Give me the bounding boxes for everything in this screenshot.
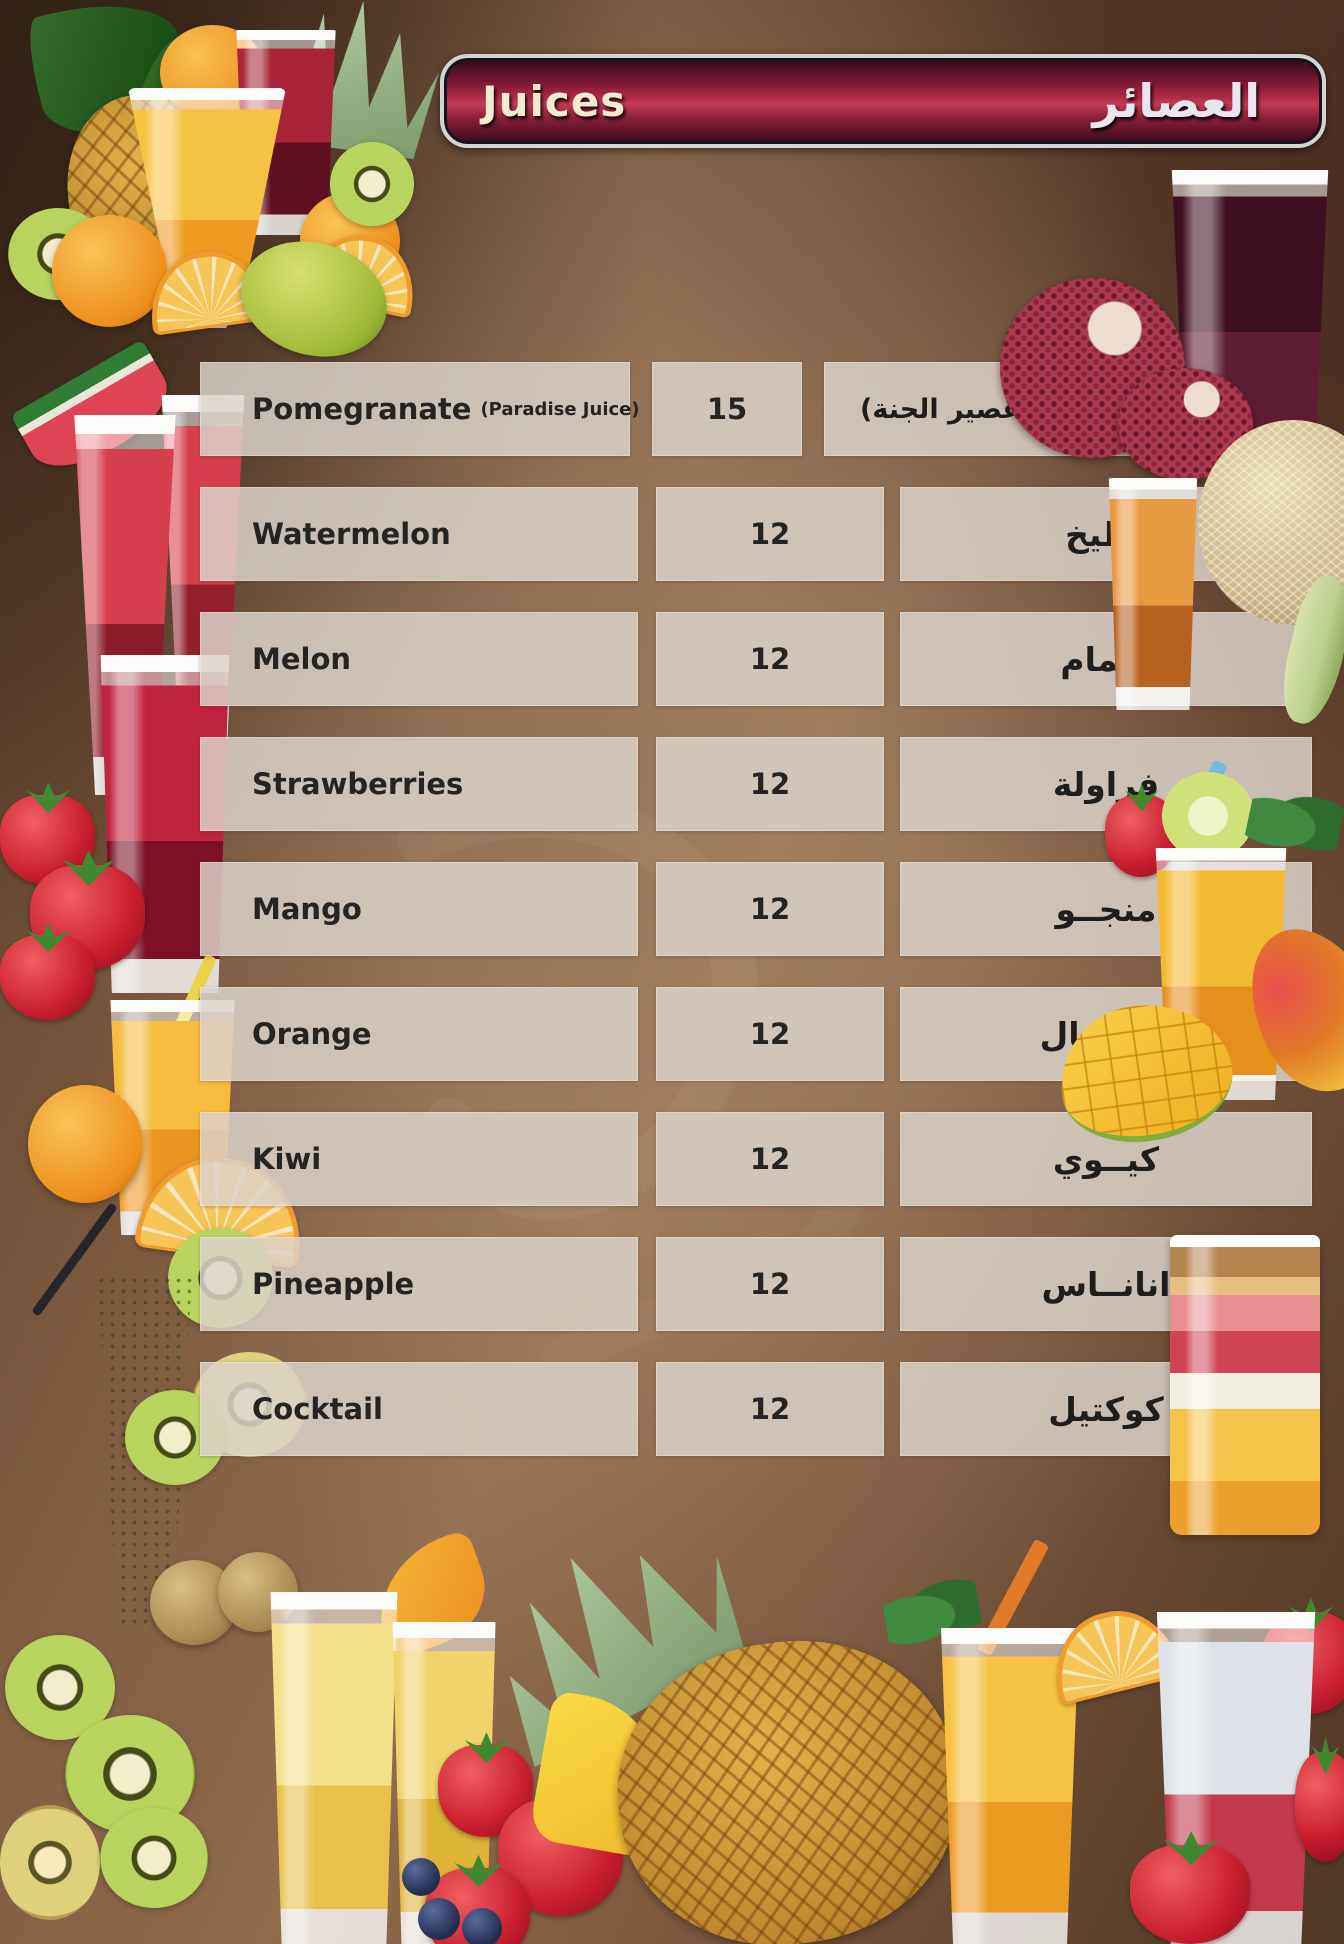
item-name-ar: رمان (عصير الجنة) [824, 362, 1144, 456]
item-price: 15 [652, 362, 802, 456]
item-price: 12 [656, 862, 884, 956]
item-name-en: Pineapple [200, 1237, 638, 1331]
item-name-ar: برتقــال [900, 987, 1312, 1081]
menu-row: Pineapple 12 انانــاس [200, 1237, 1344, 1331]
item-name-ar: كيــوي [900, 1112, 1312, 1206]
menu-row: Strawberries 12 فراولة [200, 737, 1344, 831]
item-name-ar: كوكتيل [900, 1362, 1312, 1456]
item-name-ar: منجــو [900, 862, 1312, 956]
menu-row: Watermelon 12 بطيخ [200, 487, 1344, 581]
item-name-en: Watermelon [200, 487, 638, 581]
item-price: 12 [656, 987, 884, 1081]
menu-row: Melon 12 شمام [200, 612, 1344, 706]
item-name-ar: شمام [900, 612, 1312, 706]
blueberry-icon [418, 1898, 460, 1940]
orange-photo [52, 215, 167, 327]
item-name-en: Strawberries [200, 737, 638, 831]
orange-photo [28, 1085, 143, 1203]
strawberry-photo [0, 935, 95, 1020]
kiwi-slice-icon [100, 1808, 208, 1908]
kiwi-half-icon [0, 1805, 100, 1920]
item-name-en: Pomegranate (Paradise Juice) [200, 362, 640, 456]
menu-row: Orange 12 برتقــال [200, 987, 1344, 1081]
item-price: 12 [656, 612, 884, 706]
menu-row: Cocktail 12 كوكتيل [200, 1362, 1344, 1456]
page-title-arabic: العصائر [1092, 74, 1261, 128]
blueberry-icon [402, 1858, 440, 1896]
item-name-en: Mango [200, 862, 638, 956]
item-name-en: Orange [200, 987, 638, 1081]
item-name-ar: بطيخ [900, 487, 1312, 581]
blueberry-icon [462, 1908, 502, 1944]
menu-row: Pomegranate (Paradise Juice) 15 رمان (عص… [200, 362, 1344, 456]
item-price: 12 [656, 1237, 884, 1331]
header-banner: Juices العصائر [440, 54, 1326, 148]
strawberry-photo [1130, 1845, 1250, 1944]
strawberry-photo [1295, 1752, 1344, 1862]
menu-list: Pomegranate (Paradise Juice) 15 رمان (عص… [0, 362, 1344, 1487]
item-name-en: Melon [200, 612, 638, 706]
item-price: 12 [656, 1112, 884, 1206]
item-price: 12 [656, 487, 884, 581]
smoothie-glass-photo [270, 1592, 398, 1944]
item-name-en: Kiwi [200, 1112, 638, 1206]
item-name-ar: فراولة [900, 737, 1312, 831]
page-title: Juices [482, 76, 627, 126]
menu-row: Mango 12 منجــو [200, 862, 1344, 956]
kiwi-slice-icon [330, 142, 414, 226]
item-price: 12 [656, 737, 884, 831]
item-name-en: Cocktail [200, 1362, 638, 1456]
item-name-ar: انانــاس [900, 1237, 1312, 1331]
item-price: 12 [656, 1362, 884, 1456]
menu-row: Kiwi 12 كيــوي [200, 1112, 1344, 1206]
